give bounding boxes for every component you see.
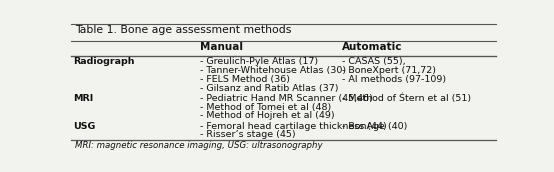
Text: - FELS Method (36): - FELS Method (36) [200, 75, 290, 84]
Text: Automatic: Automatic [342, 42, 402, 52]
Text: - Tanner-Whitehouse Atlas (30): - Tanner-Whitehouse Atlas (30) [200, 66, 346, 75]
Text: Radiograph: Radiograph [74, 57, 135, 66]
Text: MRI: magnetic resonance imaging, USG: ultrasonography: MRI: magnetic resonance imaging, USG: ul… [75, 141, 322, 150]
Text: - Pediatric Hand MR Scanner (45,46): - Pediatric Hand MR Scanner (45,46) [200, 94, 373, 103]
Text: - Method of Tomei et al (48): - Method of Tomei et al (48) [200, 103, 331, 112]
Text: - AI methods (97-109): - AI methods (97-109) [342, 75, 446, 84]
Text: - BonAge (40): - BonAge (40) [342, 122, 407, 131]
Text: MRI: MRI [74, 94, 94, 103]
Text: - Gilsanz and Ratib Atlas (37): - Gilsanz and Ratib Atlas (37) [200, 84, 338, 93]
Text: - BoneXpert (71,72): - BoneXpert (71,72) [342, 66, 436, 75]
Text: USG: USG [74, 122, 96, 131]
Text: Manual: Manual [200, 42, 243, 52]
Text: - Risser’s stage (45): - Risser’s stage (45) [200, 130, 296, 139]
Text: - Method of Śtern et al (51): - Method of Śtern et al (51) [342, 94, 471, 103]
Text: - Method of Hojreh et al (49): - Method of Hojreh et al (49) [200, 111, 335, 120]
Text: Table 1. Bone age assessment methods: Table 1. Bone age assessment methods [75, 25, 291, 35]
Text: - Femoral head cartilage thickness (44): - Femoral head cartilage thickness (44) [200, 122, 387, 131]
Text: - CASAS (55),: - CASAS (55), [342, 57, 406, 66]
Text: - Greulich-Pyle Atlas (17): - Greulich-Pyle Atlas (17) [200, 57, 319, 66]
